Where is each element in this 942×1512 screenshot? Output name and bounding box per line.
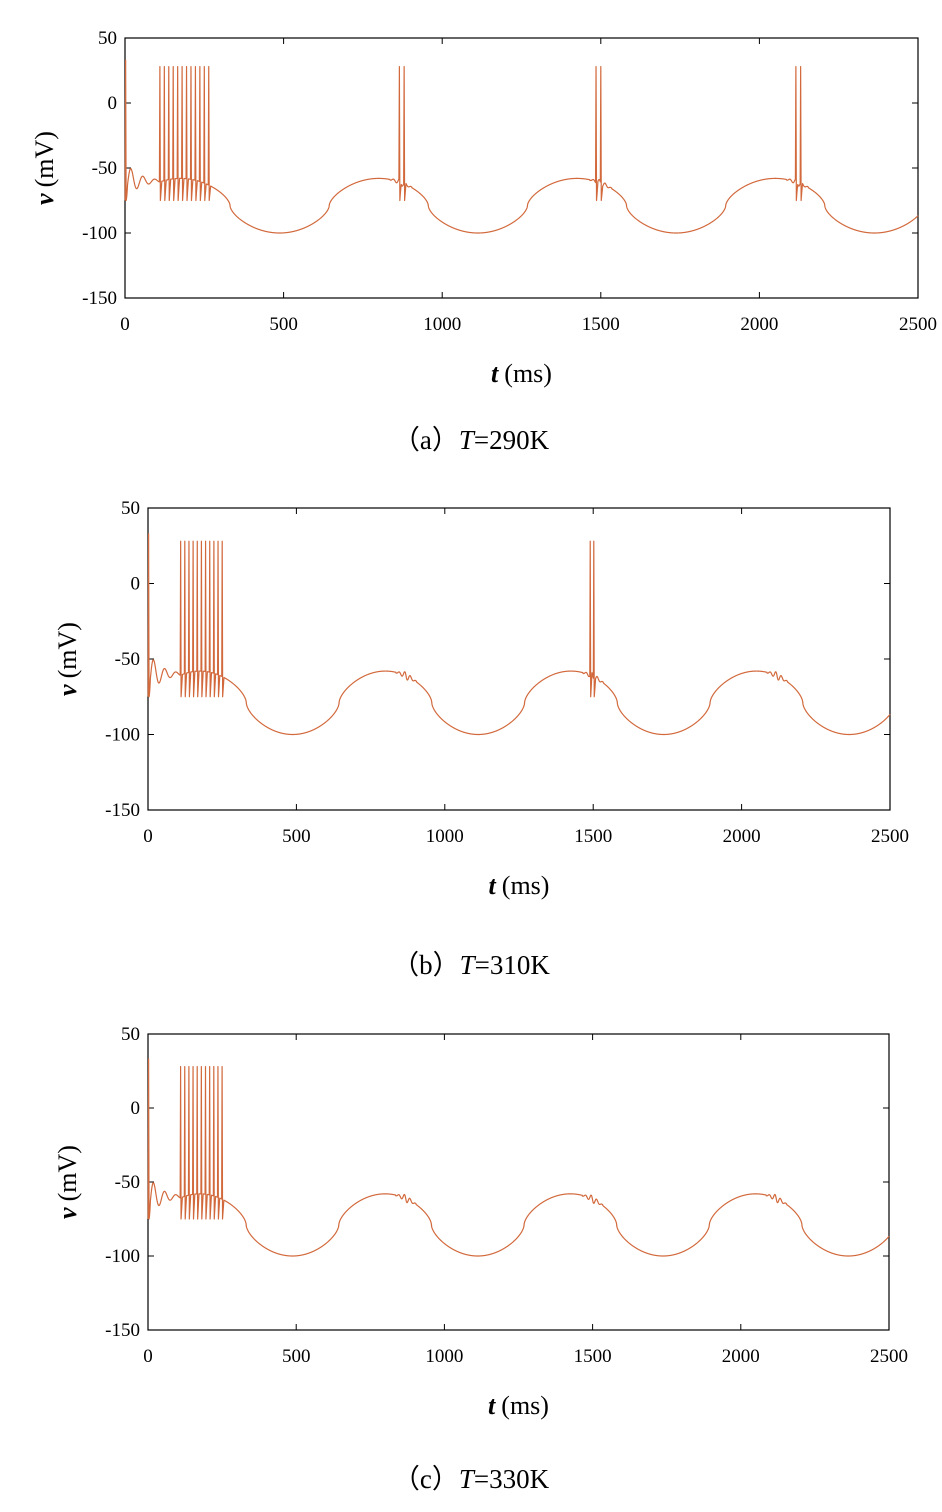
x-tick-label-a: 0 [120,314,130,335]
caption-c-value: =330K [473,1464,550,1494]
y-tick-label-a: 50 [98,28,117,49]
y-tick-label-c: -100 [105,1246,140,1267]
x-tick-label-b: 500 [282,826,311,847]
y-tick-label-c: 50 [121,1024,140,1045]
x-tick-label-a: 500 [269,314,298,335]
caption-c-prefix: （c） [392,1464,459,1494]
voltage-trace-b [147,533,891,736]
x-tick-label-b: 1500 [574,826,612,847]
x-axis-var-c: t [488,1391,496,1420]
y-axis-title-a: v (mV) [30,131,59,205]
y-axis-var-b: v [53,684,82,696]
x-tick-label-b: 1000 [426,826,464,847]
plot-frame-b [147,507,891,811]
caption-b-var: T [459,950,475,980]
x-axis-unit-c: (ms) [501,1391,549,1420]
caption-a-prefix: （a） [392,425,459,455]
panel-a: 0 500 1000 1500 2000 2500 50 0 -50 -100 -150 t (ms) v… [0,0,942,465]
y-axis-var-c: v [53,1207,82,1219]
y-axis-title-c: v (mV) [53,1145,82,1219]
y-axis-unit-c: (mV) [53,1145,82,1201]
y-tick-label-c: -50 [115,1172,140,1193]
panel-b: 0 500 1000 1500 2000 2500 50 0 -50 -100 -150 t (ms) v… [0,495,942,985]
y-tick-label-a: -50 [92,158,117,179]
plot-frame-a [124,37,919,299]
caption-b-prefix: （b） [392,950,460,980]
y-tick-label-c: 0 [131,1098,141,1119]
x-axis-var-b: t [489,871,497,900]
y-tick-label-b: -100 [105,725,140,746]
caption-c: （c）T=330K [0,1457,942,1496]
x-tick-label-c: 2500 [870,1346,908,1367]
y-tick-label-b: -50 [115,649,140,670]
y-axis-title-b: v (mV) [53,622,82,696]
x-tick-label-c: 1500 [574,1346,612,1367]
x-tick-label-c: 0 [143,1346,153,1367]
x-tick-label-c: 2000 [722,1346,760,1367]
x-tick-label-b: 2500 [871,826,909,847]
panel-c: 0 500 1000 1500 2000 2500 50 0 -50 -100 -150 t (ms) v… [0,1022,942,1512]
x-tick-label-c: 500 [282,1346,311,1367]
plot-frame-c [147,1033,890,1331]
x-axis-unit-b: (ms) [502,871,550,900]
x-tick-label-a: 2000 [740,314,778,335]
x-tick-label-a: 1000 [423,314,461,335]
y-axis-unit-a: (mV) [30,131,59,187]
caption-a: （a）T=290K [0,418,942,457]
y-tick-label-a: 0 [108,93,118,114]
y-tick-label-b: -150 [105,800,140,821]
voltage-trace-c [147,1058,890,1257]
voltage-trace-a [124,59,919,234]
x-axis-title-b: t (ms) [489,871,550,900]
y-tick-label-a: -100 [82,223,117,244]
caption-a-var: T [458,425,474,455]
x-tick-label-b: 2000 [723,826,761,847]
caption-c-var: T [458,1464,474,1494]
y-axis-var-a: v [30,193,59,205]
x-axis-var-a: t [491,359,499,388]
y-tick-label-b: 0 [131,574,141,595]
x-tick-label-a: 1500 [582,314,620,335]
y-tick-label-b: 50 [121,498,140,519]
y-tick-label-a: -150 [82,288,117,309]
y-tick-label-c: -150 [105,1320,140,1341]
caption-a-value: =290K [473,425,550,455]
caption-b-value: =310K [474,950,550,980]
x-axis-title-a: t (ms) [491,359,552,388]
x-tick-label-c: 1000 [425,1346,463,1367]
x-tick-label-b: 0 [143,826,153,847]
y-axis-unit-b: (mV) [53,622,82,678]
x-axis-title-c: t (ms) [488,1391,549,1420]
x-axis-unit-a: (ms) [504,359,552,388]
x-tick-label-a: 2500 [899,314,937,335]
caption-b: （b）T=310K [0,943,942,982]
